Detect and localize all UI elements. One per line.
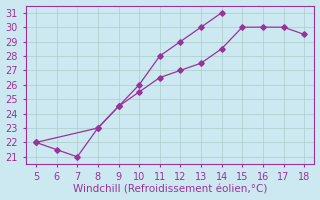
X-axis label: Windchill (Refroidissement éolien,°C): Windchill (Refroidissement éolien,°C) bbox=[73, 184, 267, 194]
